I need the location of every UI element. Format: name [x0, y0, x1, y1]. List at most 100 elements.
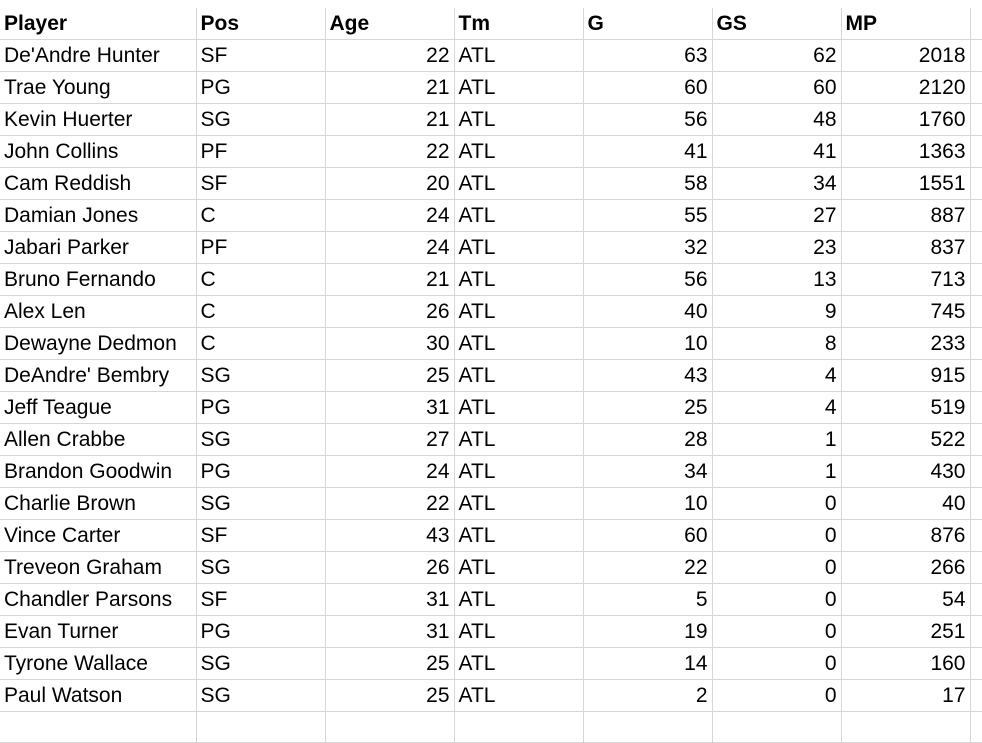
empty-cell[interactable] — [969, 8, 982, 40]
cell-mp[interactable]: 2120 — [840, 71, 971, 104]
cell-g[interactable]: 10 — [582, 327, 713, 360]
cell-g[interactable]: 28 — [582, 423, 713, 456]
cell-g[interactable]: 22 — [582, 551, 713, 584]
cell-gs[interactable]: 0 — [711, 647, 842, 680]
cell-player[interactable]: Bruno Fernando — [0, 263, 197, 296]
empty-cell[interactable] — [711, 711, 842, 743]
cell-age[interactable]: 22 — [324, 487, 455, 520]
cell-mp[interactable]: 40 — [840, 487, 971, 520]
empty-cell[interactable] — [969, 711, 982, 743]
empty-cell[interactable] — [969, 295, 982, 328]
cell-g[interactable]: 60 — [582, 71, 713, 104]
cell-mp[interactable]: 522 — [840, 423, 971, 456]
cell-player[interactable]: DeAndre' Bembry — [0, 359, 197, 392]
cell-gs[interactable]: 8 — [711, 327, 842, 360]
cell-pos[interactable]: PG — [195, 71, 326, 104]
cell-g[interactable]: 19 — [582, 615, 713, 648]
cell-tm[interactable]: ATL — [453, 487, 584, 520]
cell-mp[interactable]: 233 — [840, 327, 971, 360]
cell-mp[interactable]: 1551 — [840, 167, 971, 200]
cell-tm[interactable]: ATL — [453, 295, 584, 328]
cell-age[interactable]: 21 — [324, 263, 455, 296]
cell-age[interactable]: 22 — [324, 39, 455, 72]
cell-pos[interactable]: C — [195, 199, 326, 232]
cell-age[interactable]: 21 — [324, 103, 455, 136]
cell-tm[interactable]: ATL — [453, 231, 584, 264]
cell-age[interactable]: 31 — [324, 583, 455, 616]
cell-pos[interactable]: PG — [195, 391, 326, 424]
cell-player[interactable]: Chandler Parsons — [0, 583, 197, 616]
empty-cell[interactable] — [969, 263, 982, 296]
empty-cell[interactable] — [969, 615, 982, 648]
cell-player[interactable]: Kevin Huerter — [0, 103, 197, 136]
cell-pos[interactable]: SG — [195, 647, 326, 680]
cell-gs[interactable]: 9 — [711, 295, 842, 328]
cell-g[interactable]: 43 — [582, 359, 713, 392]
cell-pos[interactable]: SG — [195, 359, 326, 392]
cell-pos[interactable]: SG — [195, 551, 326, 584]
cell-mp[interactable]: 1363 — [840, 135, 971, 168]
cell-gs[interactable]: 62 — [711, 39, 842, 72]
empty-cell[interactable] — [969, 583, 982, 616]
cell-gs[interactable]: 48 — [711, 103, 842, 136]
cell-tm[interactable]: ATL — [453, 327, 584, 360]
cell-player[interactable]: Treveon Graham — [0, 551, 197, 584]
empty-cell[interactable] — [969, 391, 982, 424]
cell-player[interactable]: Alex Len — [0, 295, 197, 328]
cell-player[interactable]: Charlie Brown — [0, 487, 197, 520]
empty-cell[interactable] — [453, 711, 584, 743]
cell-player[interactable]: Dewayne Dedmon — [0, 327, 197, 360]
cell-player[interactable]: Evan Turner — [0, 615, 197, 648]
cell-gs[interactable]: 27 — [711, 199, 842, 232]
header-cell-mp[interactable]: MP — [840, 8, 971, 40]
empty-cell[interactable] — [969, 327, 982, 360]
empty-cell[interactable] — [969, 679, 982, 712]
empty-cell[interactable] — [969, 647, 982, 680]
cell-age[interactable]: 24 — [324, 199, 455, 232]
cell-player[interactable]: Cam Reddish — [0, 167, 197, 200]
cell-mp[interactable]: 837 — [840, 231, 971, 264]
cell-player[interactable]: Brandon Goodwin — [0, 455, 197, 488]
cell-mp[interactable]: 519 — [840, 391, 971, 424]
cell-g[interactable]: 60 — [582, 519, 713, 552]
empty-cell[interactable] — [0, 711, 197, 743]
cell-tm[interactable]: ATL — [453, 455, 584, 488]
cell-gs[interactable]: 13 — [711, 263, 842, 296]
header-cell-pos[interactable]: Pos — [195, 8, 326, 40]
cell-g[interactable]: 14 — [582, 647, 713, 680]
cell-gs[interactable]: 1 — [711, 455, 842, 488]
empty-cell[interactable] — [969, 167, 982, 200]
cell-player[interactable]: Tyrone Wallace — [0, 647, 197, 680]
cell-gs[interactable]: 34 — [711, 167, 842, 200]
cell-pos[interactable]: SG — [195, 487, 326, 520]
cell-mp[interactable]: 266 — [840, 551, 971, 584]
cell-tm[interactable]: ATL — [453, 359, 584, 392]
empty-cell[interactable] — [969, 199, 982, 232]
cell-tm[interactable]: ATL — [453, 199, 584, 232]
cell-player[interactable]: Trae Young — [0, 71, 197, 104]
cell-tm[interactable]: ATL — [453, 519, 584, 552]
cell-player[interactable]: De'Andre Hunter — [0, 39, 197, 72]
cell-age[interactable]: 21 — [324, 71, 455, 104]
cell-gs[interactable]: 4 — [711, 391, 842, 424]
cell-mp[interactable]: 17 — [840, 679, 971, 712]
cell-tm[interactable]: ATL — [453, 647, 584, 680]
cell-gs[interactable]: 23 — [711, 231, 842, 264]
cell-mp[interactable]: 54 — [840, 583, 971, 616]
cell-player[interactable]: Jeff Teague — [0, 391, 197, 424]
cell-tm[interactable]: ATL — [453, 583, 584, 616]
cell-mp[interactable]: 915 — [840, 359, 971, 392]
cell-age[interactable]: 26 — [324, 295, 455, 328]
cell-tm[interactable]: ATL — [453, 615, 584, 648]
cell-pos[interactable]: PF — [195, 231, 326, 264]
cell-g[interactable]: 40 — [582, 295, 713, 328]
cell-mp[interactable]: 2018 — [840, 39, 971, 72]
cell-pos[interactable]: SG — [195, 679, 326, 712]
cell-gs[interactable]: 0 — [711, 615, 842, 648]
empty-cell[interactable] — [969, 519, 982, 552]
cell-tm[interactable]: ATL — [453, 423, 584, 456]
cell-age[interactable]: 25 — [324, 359, 455, 392]
cell-gs[interactable]: 41 — [711, 135, 842, 168]
cell-gs[interactable]: 60 — [711, 71, 842, 104]
cell-pos[interactable]: SF — [195, 583, 326, 616]
